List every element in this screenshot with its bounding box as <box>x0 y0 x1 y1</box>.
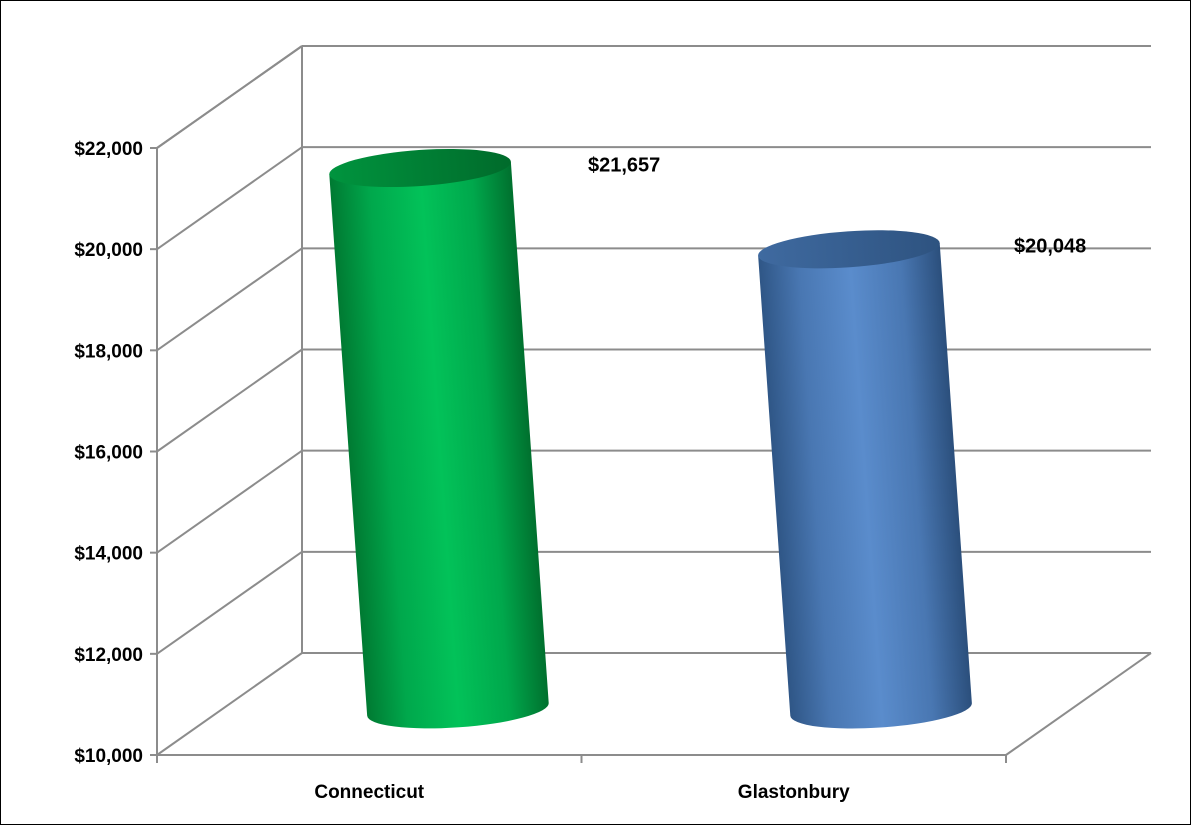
gridline-diagonal <box>156 348 303 453</box>
gridline-diagonal <box>156 146 303 250</box>
bar-top <box>758 230 940 269</box>
gridline-diagonal <box>156 551 303 655</box>
floor-edge-right <box>1005 652 1152 756</box>
labels: $10,000 $12,000 $14,000 $16,000 $18,000 $20,0… <box>74 139 1086 803</box>
gridline-diagonal <box>156 449 303 554</box>
gridlines <box>156 45 1152 756</box>
bar-body <box>758 242 972 729</box>
x-tick-label: Connecticut <box>314 782 424 803</box>
data-label: $20,048 <box>1014 236 1086 258</box>
bar-body <box>329 161 549 729</box>
y-tick-label: $16,000 <box>74 443 143 464</box>
bar-top <box>329 148 511 188</box>
y-tick-label: $10,000 <box>74 746 143 767</box>
floor-edge-left <box>156 652 303 756</box>
axes <box>150 147 1007 763</box>
bar <box>329 148 549 729</box>
y-tick-label: $14,000 <box>74 544 143 565</box>
y-tick-label: $20,000 <box>74 240 143 261</box>
data-label: $21,657 <box>588 154 660 176</box>
y-tick-label: $18,000 <box>74 341 143 362</box>
gridline-diagonal <box>156 45 303 149</box>
y-tick-label: $22,000 <box>74 139 143 160</box>
x-tick-label: Glastonbury <box>738 782 850 803</box>
bars <box>329 148 972 729</box>
y-tick-label: $12,000 <box>74 645 143 666</box>
bar <box>758 230 972 729</box>
gridline-diagonal <box>156 247 303 352</box>
